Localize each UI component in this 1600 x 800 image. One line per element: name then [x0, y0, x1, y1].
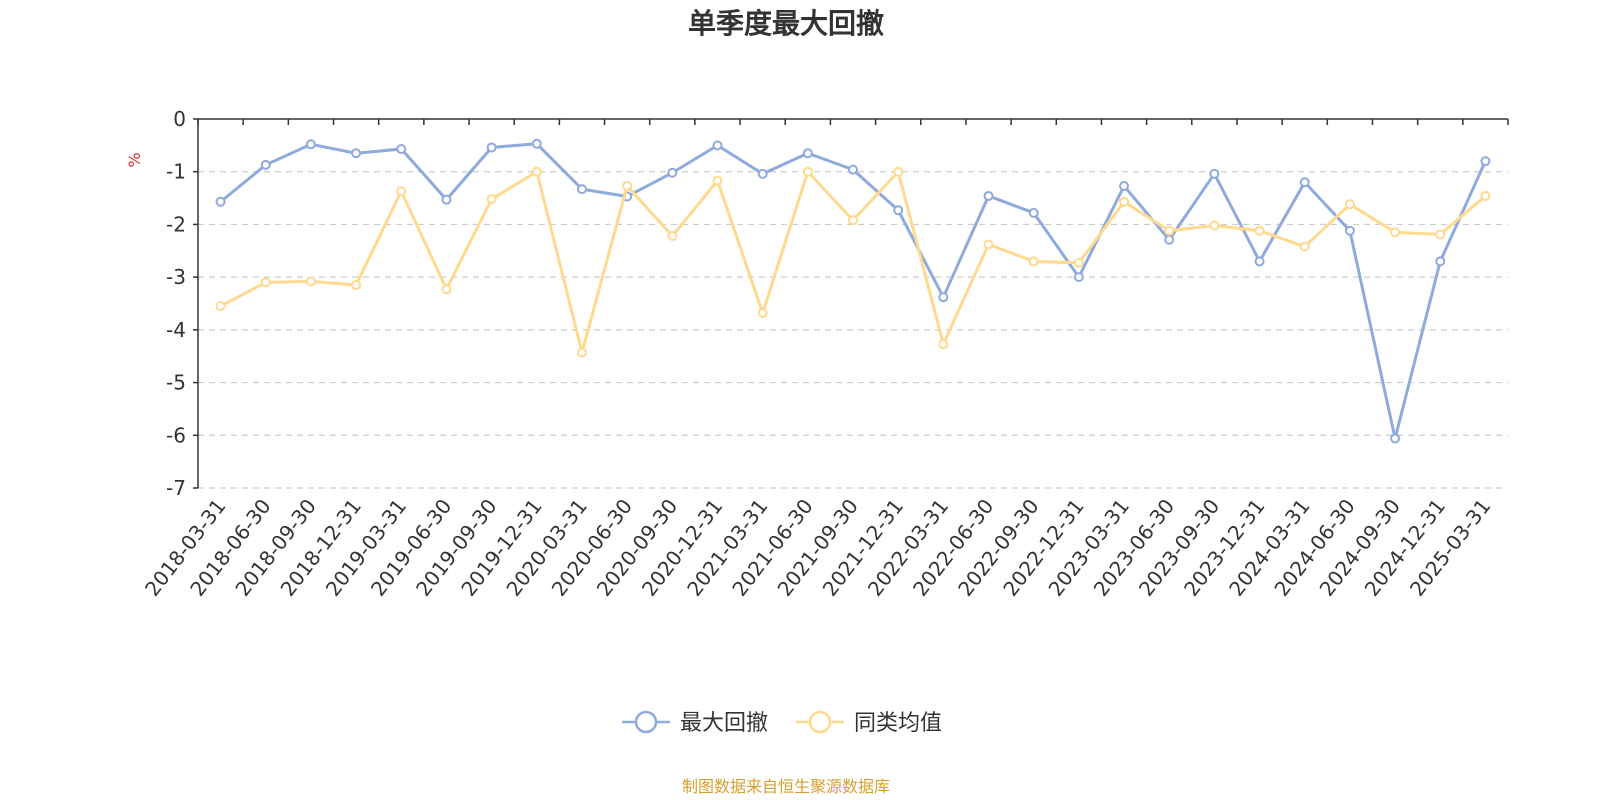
data-point[interactable]: [576, 184, 587, 195]
data-point[interactable]: [667, 167, 678, 178]
data-point[interactable]: [305, 139, 316, 150]
data-point[interactable]: [1480, 190, 1491, 201]
data-point[interactable]: [938, 292, 949, 303]
source-note: 制图数据来自恒生聚源数据库: [682, 777, 890, 796]
legend-label: 最大回撤: [680, 711, 768, 736]
data-point[interactable]: [938, 339, 949, 350]
data-point[interactable]: [1390, 227, 1401, 238]
data-point[interactable]: [1119, 180, 1130, 191]
data-point[interactable]: [486, 142, 497, 153]
y-tick-labels: 0 -1 -2 -3 -4 -5 -6 -7: [166, 107, 186, 500]
data-point[interactable]: [1073, 257, 1084, 268]
data-point[interactable]: [441, 284, 452, 295]
data-point[interactable]: [396, 144, 407, 155]
data-point[interactable]: [215, 196, 226, 207]
data-point[interactable]: [848, 164, 858, 175]
y-tick-label: -1: [166, 160, 186, 184]
data-point[interactable]: [1480, 156, 1491, 167]
data-point[interactable]: [1344, 199, 1355, 210]
series-line: [219, 142, 1487, 440]
y-tick-label: -5: [166, 371, 186, 395]
data-point[interactable]: [260, 277, 271, 288]
data-point[interactable]: [1073, 272, 1084, 283]
data-point[interactable]: [1164, 225, 1175, 236]
data-point[interactable]: [1209, 220, 1220, 231]
data-point[interactable]: [1209, 168, 1220, 179]
series-peer-average: [215, 166, 1491, 358]
series-lines: [215, 138, 1491, 444]
y-tick-label: -6: [166, 423, 186, 447]
chart-title: 单季度最大回撤: [688, 7, 884, 40]
data-point[interactable]: [893, 205, 904, 216]
data-point[interactable]: [802, 148, 813, 159]
y-axis-unit: %: [125, 152, 144, 167]
data-point[interactable]: [848, 215, 858, 226]
data-point[interactable]: [576, 347, 587, 358]
data-point[interactable]: [441, 194, 452, 205]
legend-item[interactable]: 最大回撤: [622, 710, 768, 736]
data-point[interactable]: [1344, 225, 1355, 236]
legend-circle-icon: [634, 710, 658, 734]
y-tick-label: -4: [166, 318, 186, 342]
series-max-drawdown: [215, 138, 1491, 444]
data-point[interactable]: [1254, 256, 1265, 267]
y-tick-label: -2: [166, 212, 186, 236]
data-point[interactable]: [1254, 225, 1265, 236]
y-tick-label: -7: [166, 476, 186, 500]
data-point[interactable]: [215, 301, 226, 312]
data-point[interactable]: [712, 175, 723, 186]
data-point[interactable]: [1028, 207, 1039, 218]
y-tick-label: 0: [173, 107, 186, 131]
data-point[interactable]: [622, 180, 633, 191]
data-point[interactable]: [305, 276, 316, 287]
data-point[interactable]: [351, 280, 362, 291]
axes: [193, 118, 1509, 489]
legend-item[interactable]: 同类均值: [796, 710, 942, 736]
data-point[interactable]: [1435, 229, 1446, 240]
y-tick-label: -3: [166, 265, 186, 289]
data-point[interactable]: [1435, 256, 1446, 267]
legend[interactable]: 最大回撤 同类均值: [622, 710, 942, 736]
legend-circle-icon: [808, 710, 832, 734]
data-point[interactable]: [802, 166, 813, 177]
data-point[interactable]: [757, 168, 768, 179]
data-point[interactable]: [486, 194, 497, 205]
data-point[interactable]: [1390, 433, 1401, 444]
data-point[interactable]: [983, 239, 994, 250]
legend-label: 同类均值: [854, 711, 942, 736]
data-point[interactable]: [531, 138, 542, 149]
data-point[interactable]: [351, 148, 362, 159]
data-point[interactable]: [1299, 177, 1310, 188]
data-point[interactable]: [396, 186, 407, 197]
data-point[interactable]: [531, 166, 542, 177]
data-point[interactable]: [1164, 234, 1175, 245]
data-point[interactable]: [1299, 241, 1310, 252]
data-point[interactable]: [1028, 256, 1039, 267]
data-point[interactable]: [893, 166, 904, 177]
x-tick-labels: 2018-03-312018-06-302018-09-302018-12-31…: [140, 494, 1495, 600]
data-point[interactable]: [667, 231, 678, 242]
data-point[interactable]: [260, 159, 271, 170]
data-point[interactable]: [983, 190, 994, 201]
data-point[interactable]: [1119, 196, 1130, 207]
data-point[interactable]: [712, 140, 723, 151]
data-point[interactable]: [757, 307, 768, 318]
